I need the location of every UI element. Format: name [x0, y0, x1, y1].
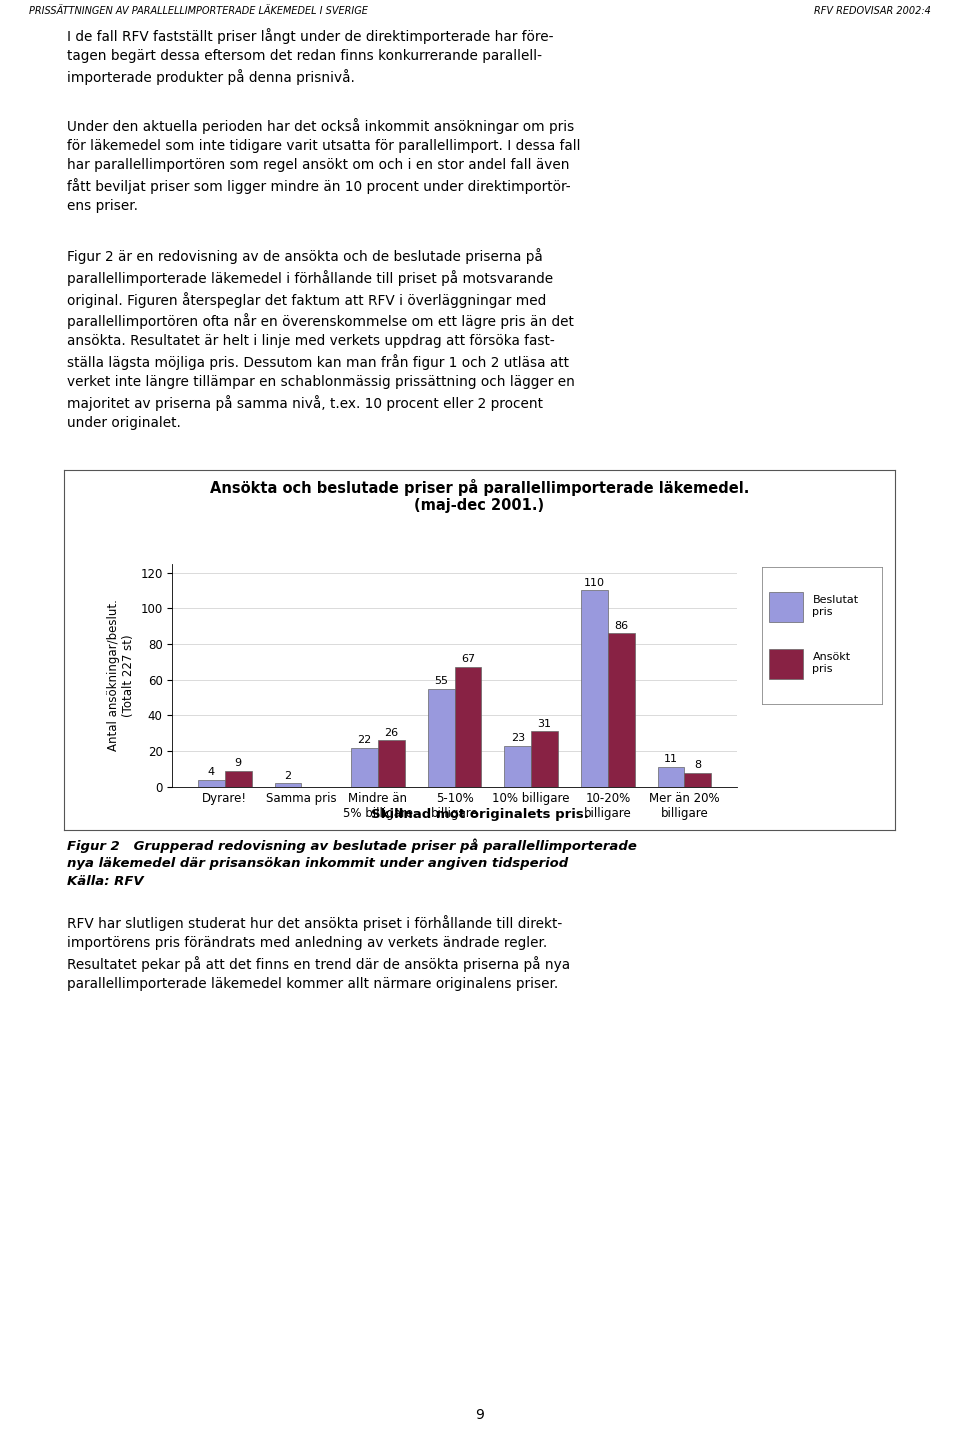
Text: 55: 55 — [434, 675, 448, 685]
Bar — [455, 667, 481, 786]
Text: PRISSÄTTNINGEN AV PARALLELLIMPORTERADE LÄKEMEDEL I SVERIGE: PRISSÄTTNINGEN AV PARALLELLIMPORTERADE L… — [29, 6, 368, 16]
Text: 9: 9 — [475, 1408, 485, 1421]
Bar — [198, 779, 225, 786]
Bar — [581, 590, 608, 786]
Bar — [769, 592, 803, 622]
Text: 86: 86 — [614, 621, 628, 631]
Bar — [531, 732, 558, 786]
Text: 31: 31 — [538, 719, 552, 729]
Bar — [378, 740, 405, 786]
Text: 22: 22 — [357, 734, 372, 744]
Text: I de fall RFV fastställt priser långt under de direktimporterade har före-
tagen: I de fall RFV fastställt priser långt un… — [67, 27, 554, 85]
Text: 110: 110 — [584, 577, 605, 588]
Text: Ansökta och beslutade priser på parallellimporterade läkemedel.
(maj-dec 2001.): Ansökta och beslutade priser på parallel… — [210, 480, 749, 514]
Bar — [351, 747, 378, 786]
Text: RFV har slutligen studerat hur det ansökta priset i förhållande till direkt-
imp: RFV har slutligen studerat hur det ansök… — [67, 914, 570, 991]
Text: 26: 26 — [384, 727, 398, 737]
Text: 67: 67 — [461, 655, 475, 664]
Text: 4: 4 — [207, 768, 215, 778]
Text: 8: 8 — [694, 760, 702, 770]
Bar — [608, 634, 635, 786]
Y-axis label: Antal ansökningar/beslut.
(Totalt 227 st): Antal ansökningar/beslut. (Totalt 227 st… — [107, 599, 134, 752]
Text: Under den aktuella perioden har det också inkommit ansökningar om pris
för läkem: Under den aktuella perioden har det ocks… — [67, 118, 581, 213]
Text: 9: 9 — [234, 757, 242, 768]
Bar — [769, 649, 803, 680]
Bar — [658, 768, 684, 786]
Bar — [225, 770, 252, 786]
Bar — [684, 772, 711, 786]
Text: Skillnad mot originalets pris.: Skillnad mot originalets pris. — [371, 808, 588, 821]
Bar — [275, 783, 301, 786]
Text: 11: 11 — [664, 755, 678, 765]
Bar — [428, 688, 455, 786]
Text: Ansökt
pris: Ansökt pris — [812, 652, 851, 674]
Text: Figur 2 är en redovisning av de ansökta och de beslutade priserna på
parallellim: Figur 2 är en redovisning av de ansökta … — [67, 248, 575, 429]
Text: RFV REDOVISAR 2002:4: RFV REDOVISAR 2002:4 — [814, 6, 931, 16]
Text: 2: 2 — [284, 770, 292, 780]
Text: Figur 2   Grupperad redovisning av beslutade priser på parallellimporterade
nya : Figur 2 Grupperad redovisning av besluta… — [67, 838, 637, 887]
Text: 23: 23 — [511, 733, 525, 743]
Bar — [504, 746, 531, 786]
Text: Beslutat
pris: Beslutat pris — [812, 595, 858, 616]
